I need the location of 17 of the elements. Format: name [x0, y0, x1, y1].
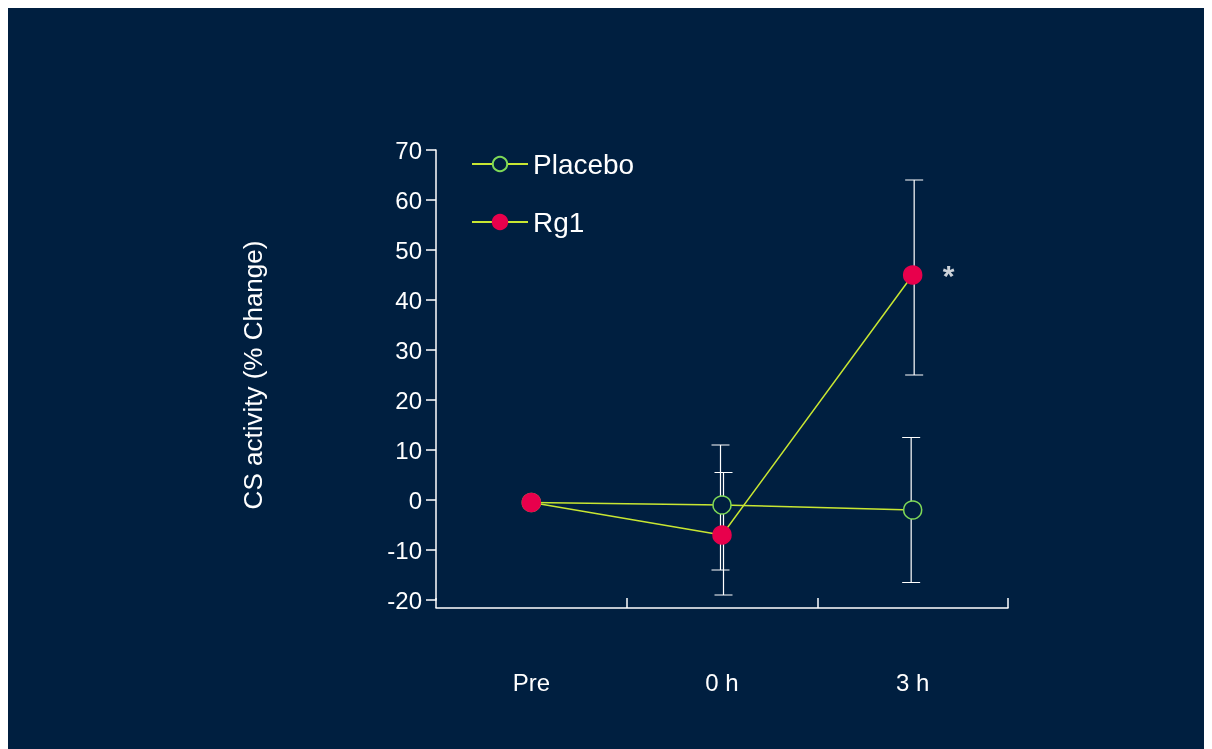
x-tick-label: 3 h	[895, 668, 930, 696]
y-tick-label: 30	[395, 336, 422, 364]
y-tick-label: 20	[395, 386, 422, 414]
x-tick-label: Pre	[512, 668, 551, 696]
y-tick-label: -20	[387, 586, 422, 614]
legend-label: Rg1	[533, 206, 585, 238]
y-tick-label: 70	[395, 136, 422, 164]
y-axis-title: CS activity (% Change)	[238, 240, 268, 510]
x-tick-label: 0 h	[705, 668, 739, 696]
y-tick-label: 10	[395, 436, 422, 464]
legend-label: Placebo	[533, 148, 635, 180]
y-tick-label: 50	[395, 236, 422, 264]
y-tick-label: 60	[395, 186, 422, 214]
y-tick-label: 40	[395, 286, 422, 314]
y-tick-label: 0	[408, 486, 422, 514]
annotation: *	[942, 258, 955, 292]
y-tick-label: -10	[387, 536, 422, 564]
